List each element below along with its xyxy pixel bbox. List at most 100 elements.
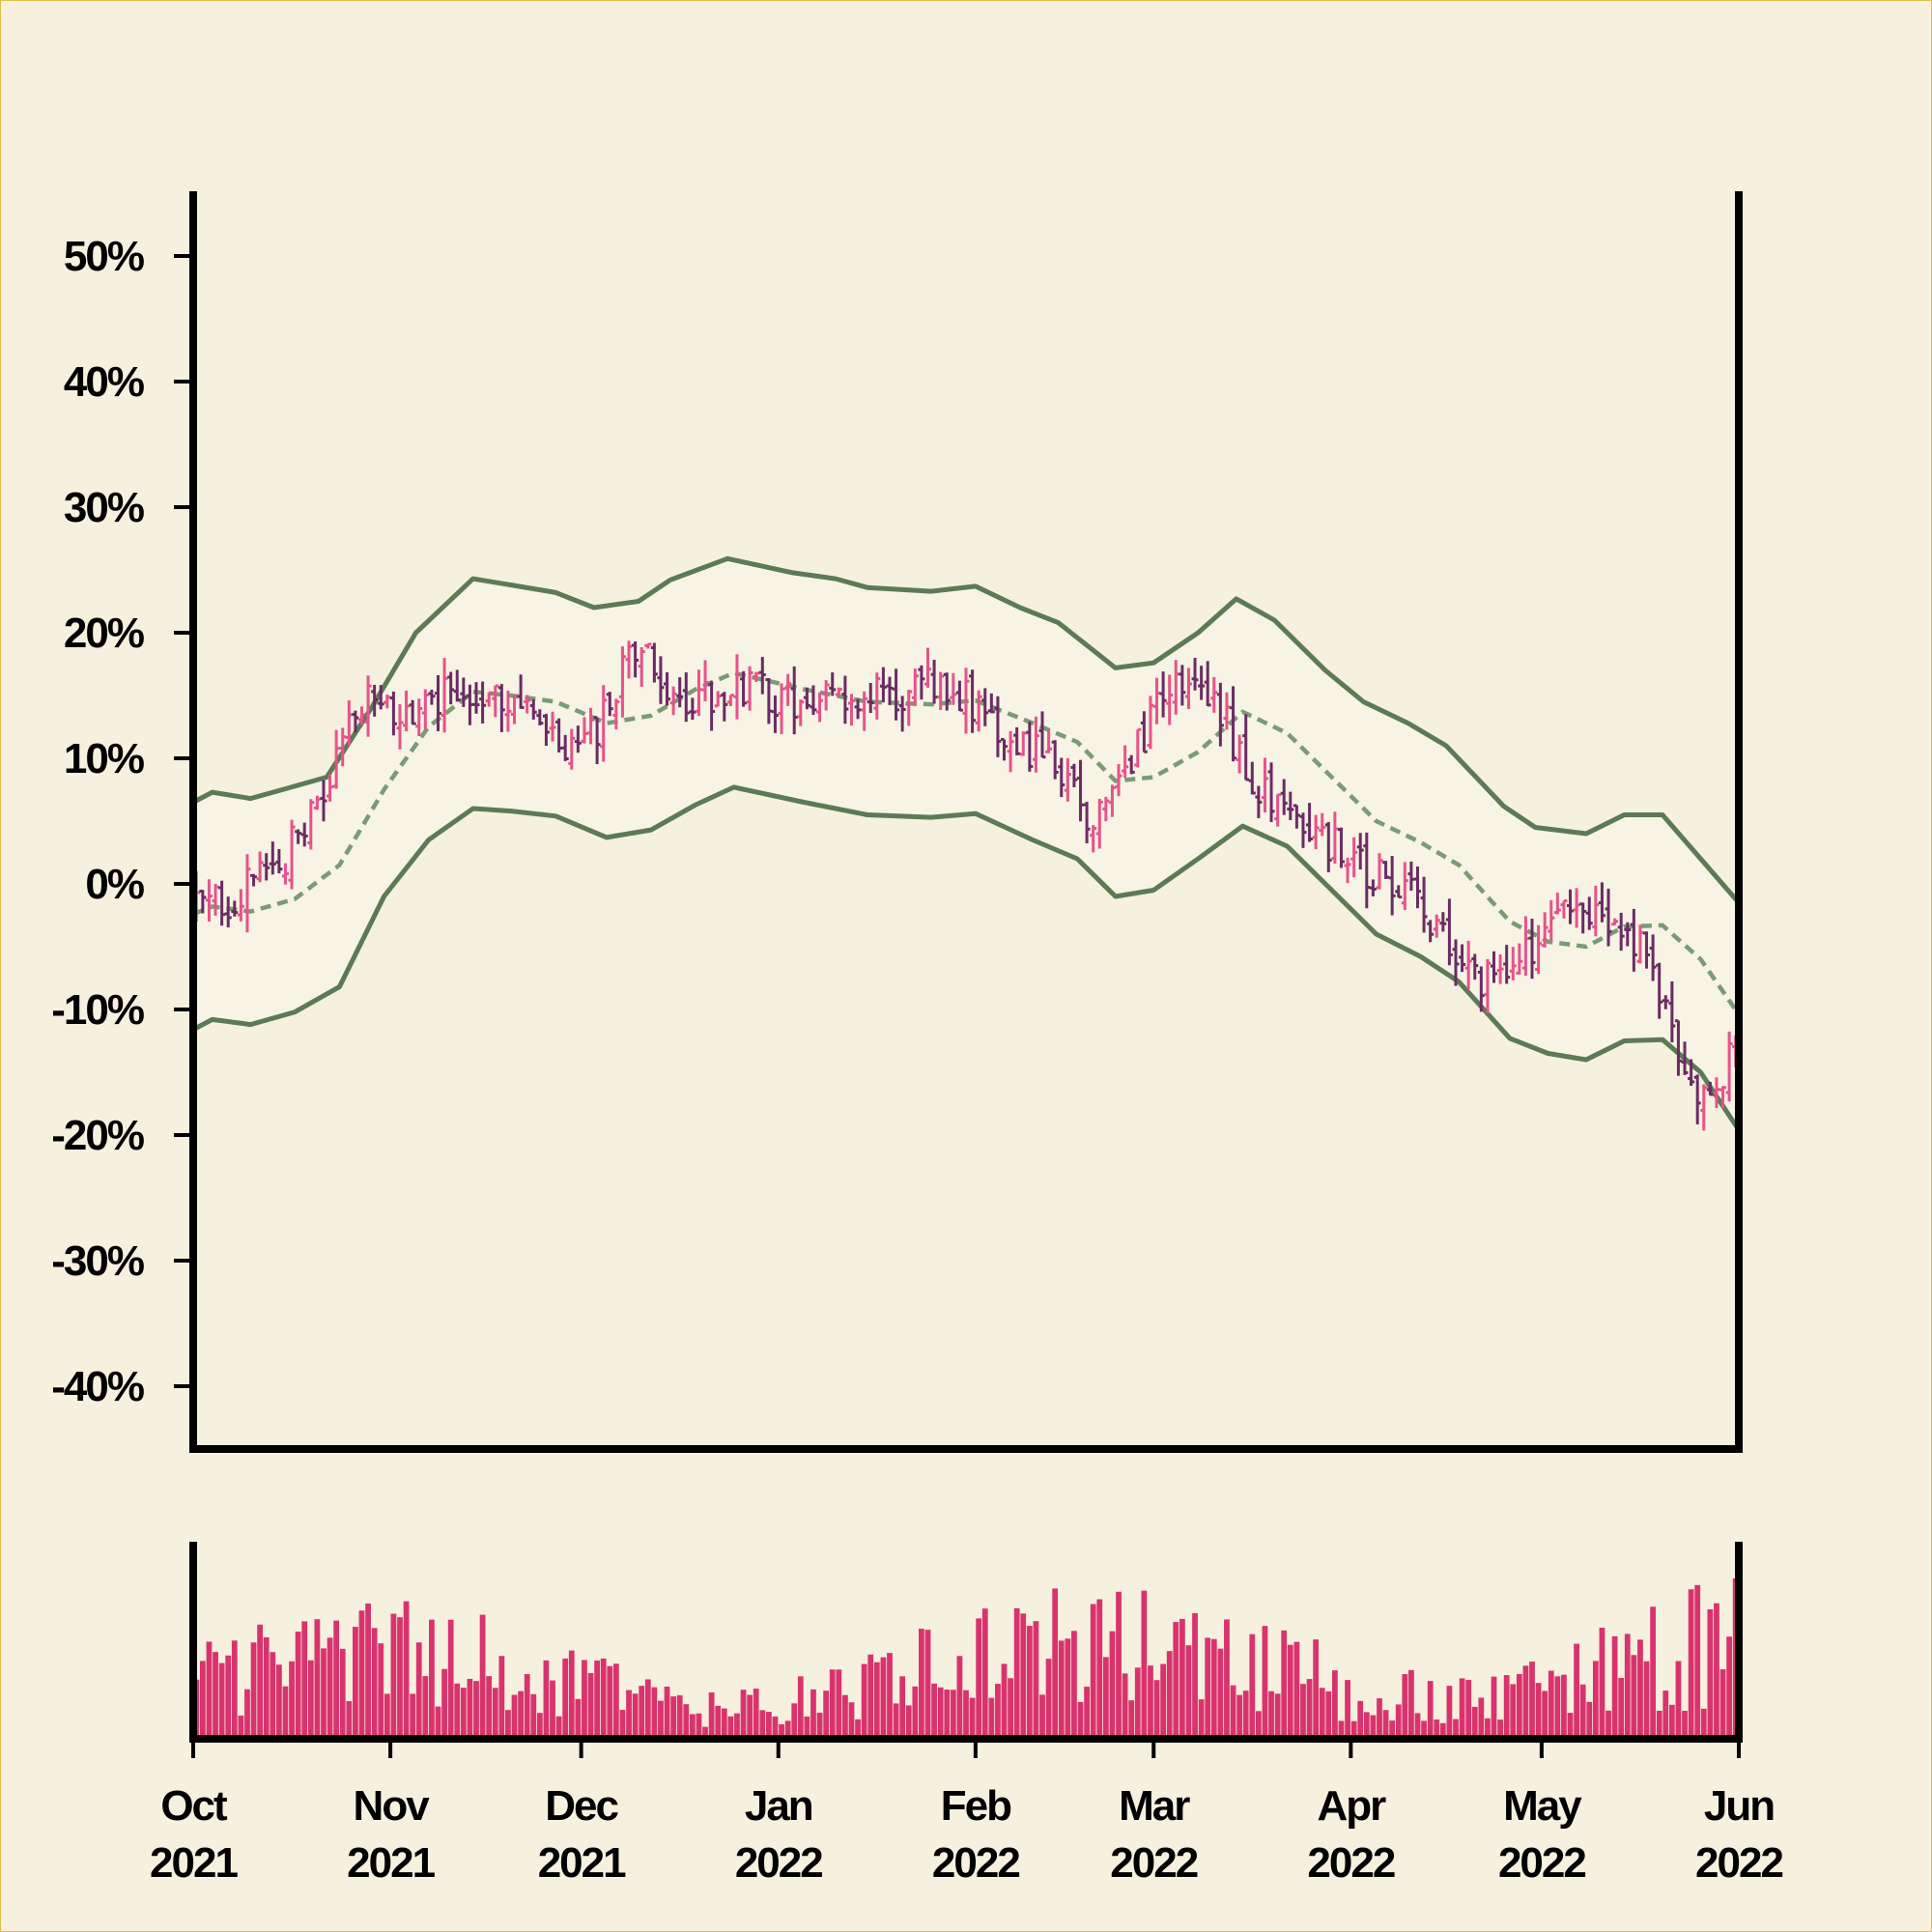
ohlc-bar bbox=[1471, 953, 1479, 980]
volume-bar bbox=[1561, 1674, 1567, 1735]
ohlc-bar bbox=[829, 672, 837, 696]
volume-bar bbox=[1694, 1584, 1701, 1735]
volume-bar bbox=[1719, 1669, 1726, 1735]
ohlc-bar bbox=[600, 685, 608, 762]
x-tick-year: 2022 bbox=[932, 1839, 1019, 1887]
ohlc-bar bbox=[384, 695, 391, 709]
ohlc-bar bbox=[364, 675, 372, 737]
volume-bar bbox=[1510, 1684, 1517, 1735]
ohlc-bar bbox=[555, 718, 563, 753]
volume-bar bbox=[1332, 1670, 1338, 1735]
volume-bar bbox=[231, 1640, 238, 1735]
x-tick-year: 2022 bbox=[1307, 1839, 1394, 1887]
upper-band-line bbox=[191, 555, 1741, 905]
ohlc-bar bbox=[1407, 861, 1415, 892]
x-tick-year: 2022 bbox=[1110, 1839, 1197, 1887]
volume-bar bbox=[1020, 1613, 1027, 1735]
ohlc-bar bbox=[1045, 729, 1053, 753]
ohlc-bar bbox=[295, 829, 302, 844]
volume-bar bbox=[1205, 1637, 1211, 1735]
ohlc-bar bbox=[1102, 796, 1110, 822]
y-tick-label: -30% bbox=[51, 1237, 144, 1285]
ohlc-bar bbox=[1369, 879, 1377, 896]
ohlc-bar bbox=[987, 693, 995, 714]
volume-bar bbox=[1141, 1590, 1148, 1735]
ohlc-bar bbox=[905, 690, 913, 726]
ohlc-bar bbox=[447, 671, 455, 705]
volume-bar bbox=[1230, 1685, 1236, 1735]
ohlc-bar bbox=[981, 688, 989, 726]
ohlc-bar bbox=[1095, 798, 1103, 849]
ohlc-bar bbox=[472, 682, 480, 714]
volume-bar bbox=[1650, 1606, 1657, 1735]
ohlc-bar bbox=[345, 700, 353, 746]
volume-bar bbox=[1542, 1690, 1548, 1735]
ohlc-bar bbox=[1007, 730, 1014, 773]
ohlc-bar bbox=[504, 690, 512, 732]
volume-bar bbox=[632, 1693, 639, 1735]
volume-bar bbox=[358, 1610, 365, 1735]
volume-bar bbox=[1242, 1690, 1249, 1735]
ohlc-bar bbox=[969, 669, 977, 733]
ohlc-bar bbox=[275, 848, 283, 874]
lower-band-line bbox=[191, 784, 1742, 1132]
ohlc-bar bbox=[1122, 745, 1129, 779]
ohlc-bar bbox=[1674, 1019, 1682, 1076]
volume-bar bbox=[353, 1627, 358, 1735]
volume-bar bbox=[664, 1687, 670, 1735]
volume-bar bbox=[1637, 1639, 1643, 1735]
volume-bar bbox=[969, 1697, 976, 1735]
ohlc-bar bbox=[861, 691, 868, 731]
volume-bar bbox=[1471, 1706, 1478, 1735]
volume-bar bbox=[644, 1679, 651, 1735]
ohlc-bar bbox=[1388, 855, 1396, 916]
volume-bar bbox=[1485, 1718, 1491, 1735]
y-tick-label: 20% bbox=[64, 610, 144, 657]
ohlc-bar bbox=[1127, 754, 1135, 775]
ohlc-bar bbox=[440, 658, 448, 733]
ohlc-bar bbox=[676, 677, 684, 708]
ohlc-bar bbox=[1083, 802, 1091, 843]
ohlc-bar bbox=[511, 695, 519, 724]
volume-bar bbox=[848, 1702, 855, 1735]
ohlc-bar bbox=[205, 879, 213, 922]
ohlc-bar bbox=[930, 660, 938, 704]
volume-bar bbox=[696, 1713, 702, 1735]
volume-bar bbox=[1643, 1661, 1650, 1735]
volume-bar bbox=[1370, 1715, 1377, 1735]
volume-bar bbox=[1624, 1634, 1631, 1735]
ohlc-bar bbox=[962, 668, 970, 734]
volume-bar bbox=[740, 1690, 747, 1735]
ohlc-bar bbox=[854, 698, 862, 720]
volume-bar bbox=[524, 1674, 530, 1735]
volume-bar bbox=[1090, 1604, 1096, 1735]
ohlc-bar bbox=[1706, 1081, 1714, 1096]
ohlc-bar bbox=[701, 660, 709, 701]
volume-bar bbox=[1313, 1639, 1320, 1735]
volume-bar bbox=[492, 1688, 498, 1735]
volume-bar bbox=[1535, 1683, 1542, 1735]
ohlc-bar bbox=[746, 666, 753, 711]
volume-bar bbox=[759, 1710, 766, 1735]
volume-bar bbox=[1268, 1690, 1274, 1735]
volume-bar bbox=[1198, 1699, 1205, 1735]
ohlc-bar bbox=[1516, 943, 1523, 975]
volume-bar bbox=[1574, 1643, 1579, 1735]
volume-bar bbox=[676, 1694, 683, 1735]
volume-bar bbox=[1217, 1648, 1224, 1735]
x-tick-year: 2021 bbox=[538, 1839, 626, 1887]
ohlc-bar bbox=[695, 669, 702, 717]
volume-bar bbox=[1459, 1678, 1465, 1735]
x-tick-year: 2022 bbox=[1498, 1839, 1585, 1887]
volume-bar bbox=[1128, 1700, 1135, 1735]
ohlc-bar bbox=[886, 676, 894, 705]
volume-bar bbox=[321, 1648, 327, 1735]
ohlc-bar bbox=[1445, 898, 1453, 966]
volume-bar bbox=[937, 1687, 944, 1735]
volume-bar bbox=[1325, 1690, 1332, 1735]
volume-bar bbox=[670, 1696, 677, 1735]
ohlc-bar bbox=[632, 640, 639, 678]
volume-bar bbox=[257, 1624, 264, 1735]
volume-bar bbox=[397, 1617, 403, 1735]
volume-bar bbox=[1026, 1626, 1033, 1735]
